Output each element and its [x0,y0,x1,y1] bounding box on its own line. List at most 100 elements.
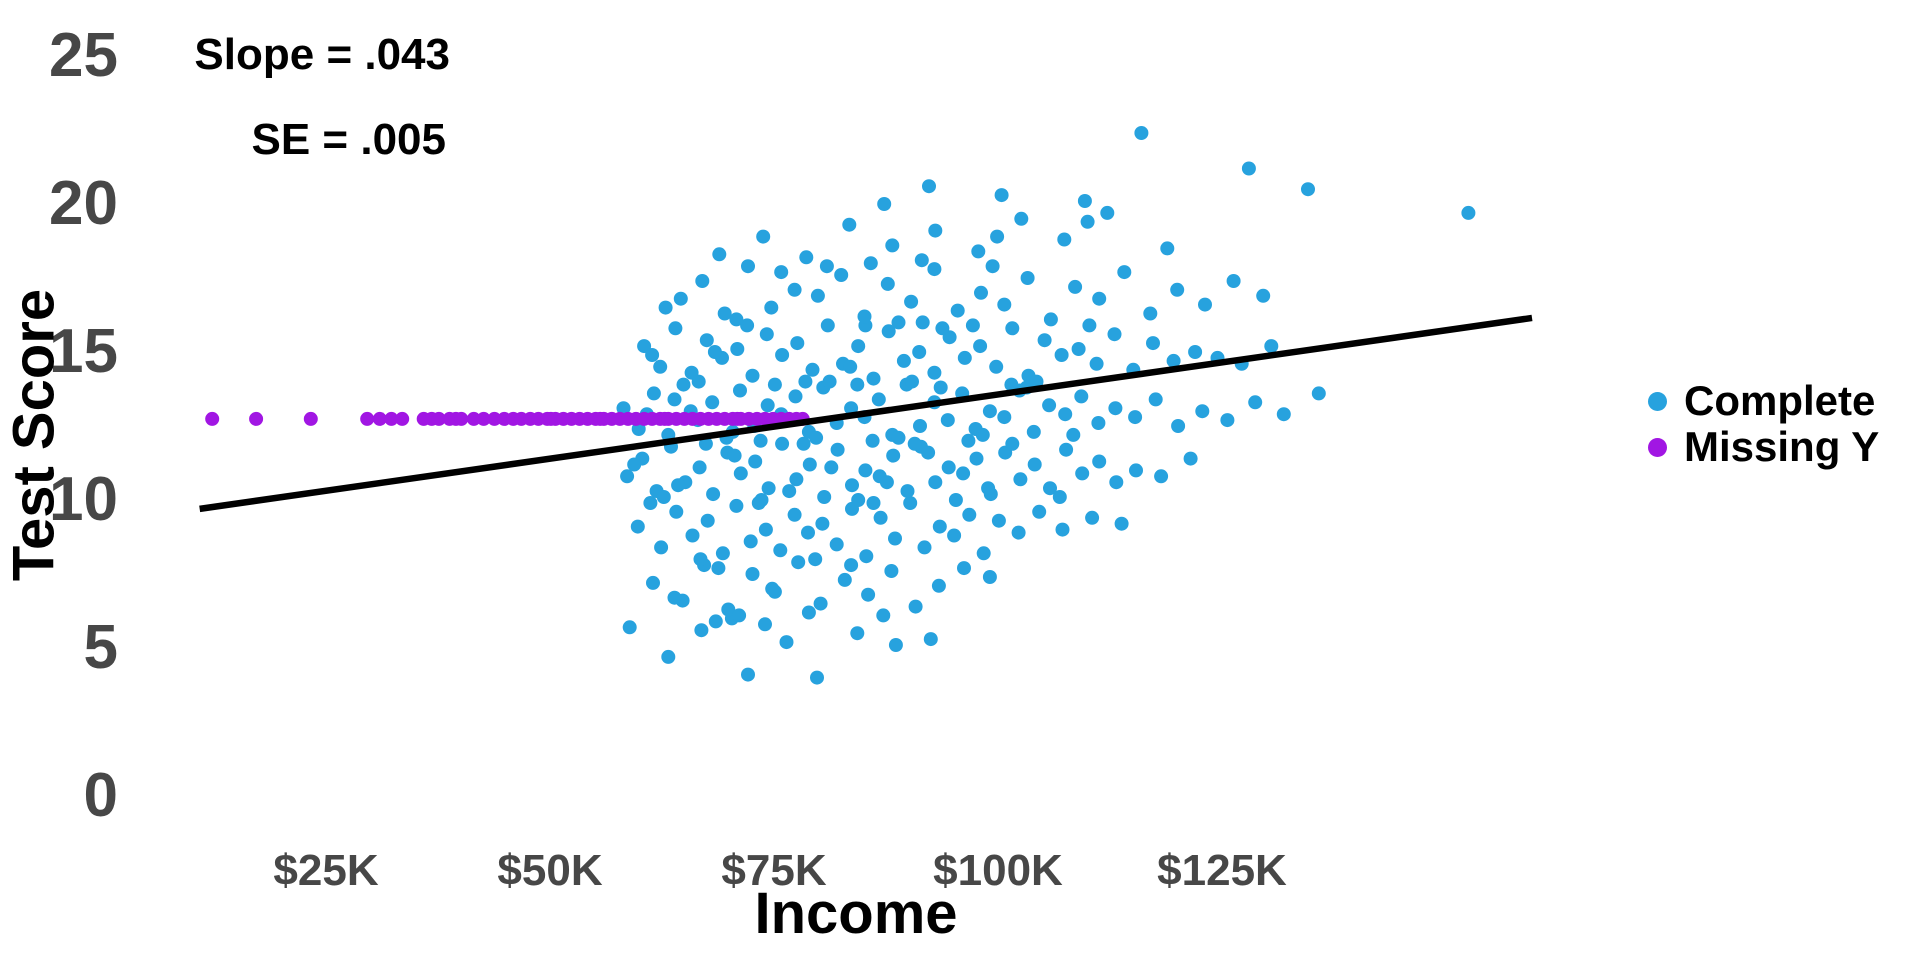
complete-point [798,374,813,389]
complete-point [908,599,923,614]
complete-point [732,608,747,623]
complete-point [717,306,732,321]
complete-point [787,507,802,522]
y-axis-title: Test Score [1,288,67,582]
y-tick-label: 25 [49,21,118,90]
legend-label-missing-y: Missing Y [1684,423,1880,470]
complete-point [820,318,835,333]
slope-annotation: Slope = .043 [194,30,450,79]
complete-point [957,350,972,365]
complete-point [705,395,720,410]
complete-point [928,475,943,490]
complete-point [622,620,637,635]
y-tick-label: 5 [83,613,118,682]
x-tick-label: $75K [721,846,827,895]
complete-point [1461,205,1476,220]
complete-point [842,217,857,232]
complete-point [1011,525,1026,540]
complete-point [754,493,769,507]
complete-point [691,374,706,389]
complete-point [1029,374,1044,389]
complete-point [643,496,658,510]
complete-point [1311,386,1326,401]
missing-y-point [487,411,502,426]
complete-point [991,513,1006,528]
complete-point [653,359,668,374]
complete-point [809,430,824,445]
complete-point [1148,392,1163,407]
complete-point [1074,389,1089,404]
complete-point [671,478,686,493]
complete-point [767,377,782,392]
complete-point [791,555,806,570]
complete-point [1195,404,1210,419]
complete-point [796,436,811,451]
complete-point [775,348,790,362]
complete-point [1092,291,1107,306]
missing-y-point [205,411,220,426]
complete-point [850,377,865,392]
complete-point [707,345,722,359]
complete-point [1146,336,1160,351]
complete-point [865,433,880,448]
complete-point [1058,407,1073,422]
complete-point [879,475,894,490]
complete-point [858,463,873,478]
missing-y-dot-icon [1648,437,1667,457]
complete-point [931,578,946,593]
y-tick-label: 0 [83,761,118,830]
complete-point [676,377,691,392]
complete-point [982,570,997,584]
complete-point [775,436,790,451]
complete-point [837,572,852,587]
complete-point [982,404,997,419]
complete-point [667,590,682,605]
complete-point [935,321,950,336]
complete-point [745,368,760,383]
complete-point [997,297,1012,312]
missing-y-point [384,411,399,426]
regression-line [199,314,1533,513]
complete-point [866,371,881,386]
complete-point [1166,353,1181,368]
missing-y-point [454,411,469,426]
complete-point [700,513,715,528]
complete-point [759,327,774,342]
missing-y-point [431,411,446,426]
complete-point [627,457,642,472]
complete-point [981,481,996,496]
complete-point [1004,377,1019,392]
complete-point [1068,279,1083,294]
complete-point [974,285,988,300]
complete-point [1082,318,1097,333]
x-tick-label: $50K [497,846,603,895]
complete-point [779,635,794,650]
complete-point [817,490,832,504]
complete-point [727,448,742,463]
complete-point [673,291,688,306]
complete-point [965,318,980,333]
complete-point [695,274,710,288]
legend-item-complete: Complete [1648,378,1879,424]
complete-point [1043,481,1057,496]
complete-point [989,359,1004,374]
complete-point [743,534,758,549]
complete-point [913,419,927,433]
complete-point [997,410,1012,425]
complete-point [692,460,707,475]
complete-point [912,345,927,359]
complete-point [1264,339,1279,354]
legend: Complete Missing Y [1648,378,1879,470]
complete-point [711,561,726,576]
complete-point [730,342,745,356]
complete-point [844,401,859,416]
complete-point [859,549,874,564]
complete-point [1043,312,1058,327]
complete-point [905,374,919,389]
complete-point [1089,356,1104,371]
complete-point [873,510,888,525]
complete-point [810,288,825,303]
missing-y-point [372,411,387,426]
complete-point [950,303,965,318]
complete-point [1054,348,1069,362]
